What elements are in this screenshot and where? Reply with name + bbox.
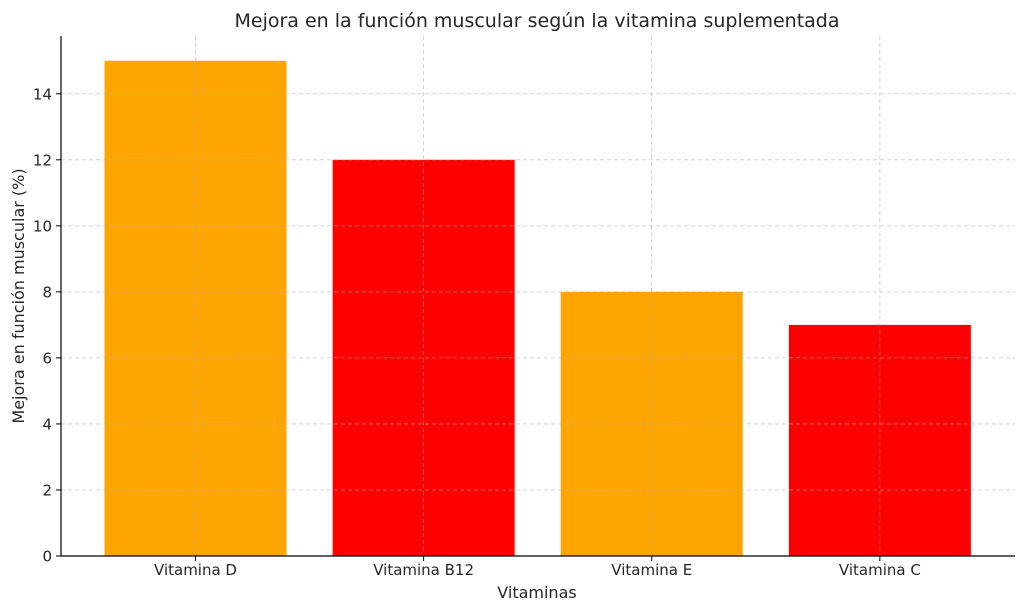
x-axis-label: Vitaminas	[497, 583, 576, 602]
y-tick-label: 0	[42, 548, 52, 566]
x-tick-label: Vitamina C	[839, 561, 921, 579]
x-tick-label: Vitamina E	[611, 561, 692, 579]
x-tick-label: Vitamina B12	[373, 561, 474, 579]
y-tick-label: 14	[33, 85, 52, 103]
y-tick-label: 8	[42, 283, 52, 301]
y-tick-label: 12	[33, 151, 52, 169]
bars	[104, 60, 971, 557]
grid	[61, 36, 1015, 556]
axes	[60, 36, 1015, 557]
y-tick-label: 4	[42, 415, 52, 433]
chart-title: Mejora en la función muscular según la v…	[235, 10, 840, 32]
bar	[788, 324, 971, 556]
y-tick-label: 2	[42, 481, 52, 499]
y-tick-label: 6	[42, 349, 52, 367]
y-axis-label: Mejora en función muscular (%)	[9, 168, 28, 423]
ticks: 0 2 4 6 8 10 12 14 Vitamina D Vitamina B12 Vitamin…	[33, 85, 921, 579]
y-tick-label: 10	[33, 217, 52, 235]
x-tick-label: Vitamina D	[154, 561, 237, 579]
